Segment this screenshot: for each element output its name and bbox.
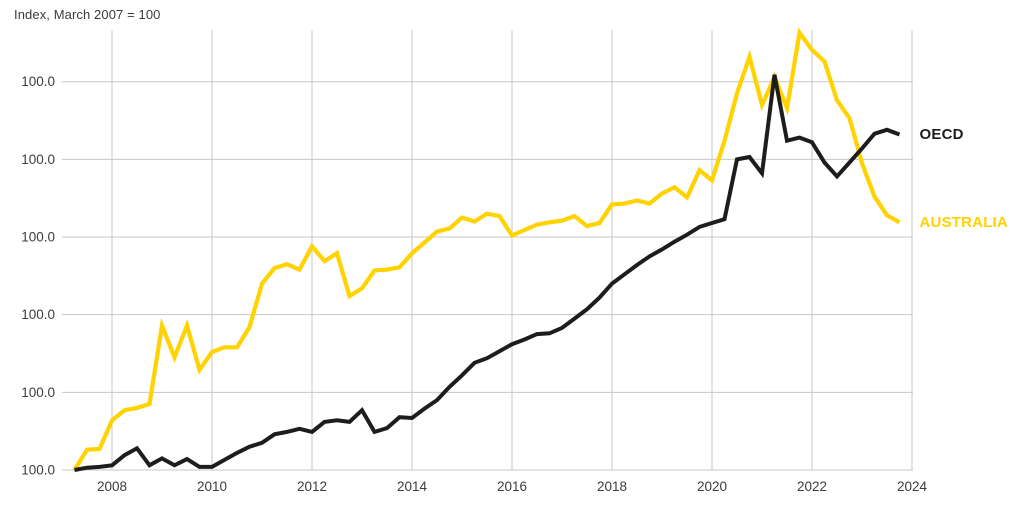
x-tick-label: 2016 bbox=[497, 479, 527, 494]
y-tick-label: 100.0 bbox=[21, 463, 55, 478]
x-tick-label: 2020 bbox=[697, 479, 727, 494]
series-line-australia bbox=[72, 27, 901, 472]
x-tick-label: 2018 bbox=[597, 479, 627, 494]
y-tick-label: 100.0 bbox=[21, 385, 55, 400]
y-tick-label: 100.0 bbox=[21, 230, 55, 245]
y-axis-labels: 100.0 100.0 100.0 100.0 100.0 100.0 bbox=[21, 74, 55, 477]
x-axis-labels: 2008 2010 2012 2014 2016 2018 2020 2022 2024 bbox=[97, 479, 928, 494]
grid-vertical bbox=[111, 30, 913, 470]
x-tick-label: 2012 bbox=[297, 479, 327, 494]
y-tick-label: 100.0 bbox=[21, 152, 55, 167]
x-tick-label: 2010 bbox=[197, 479, 227, 494]
series-line-oecd bbox=[74, 74, 901, 472]
x-tick-label: 2014 bbox=[397, 479, 428, 494]
x-tick-label: 2008 bbox=[97, 479, 127, 494]
x-tick-label: 2022 bbox=[797, 479, 827, 494]
series-label-oecd: OECD bbox=[920, 126, 964, 143]
y-tick-label: 100.0 bbox=[21, 74, 55, 89]
y-tick-label: 100.0 bbox=[21, 307, 55, 322]
series-label-australia: AUSTRALIA bbox=[920, 214, 1008, 231]
chart-title: Index, March 2007 = 100 bbox=[14, 7, 161, 22]
x-tick-label: 2024 bbox=[897, 479, 928, 494]
